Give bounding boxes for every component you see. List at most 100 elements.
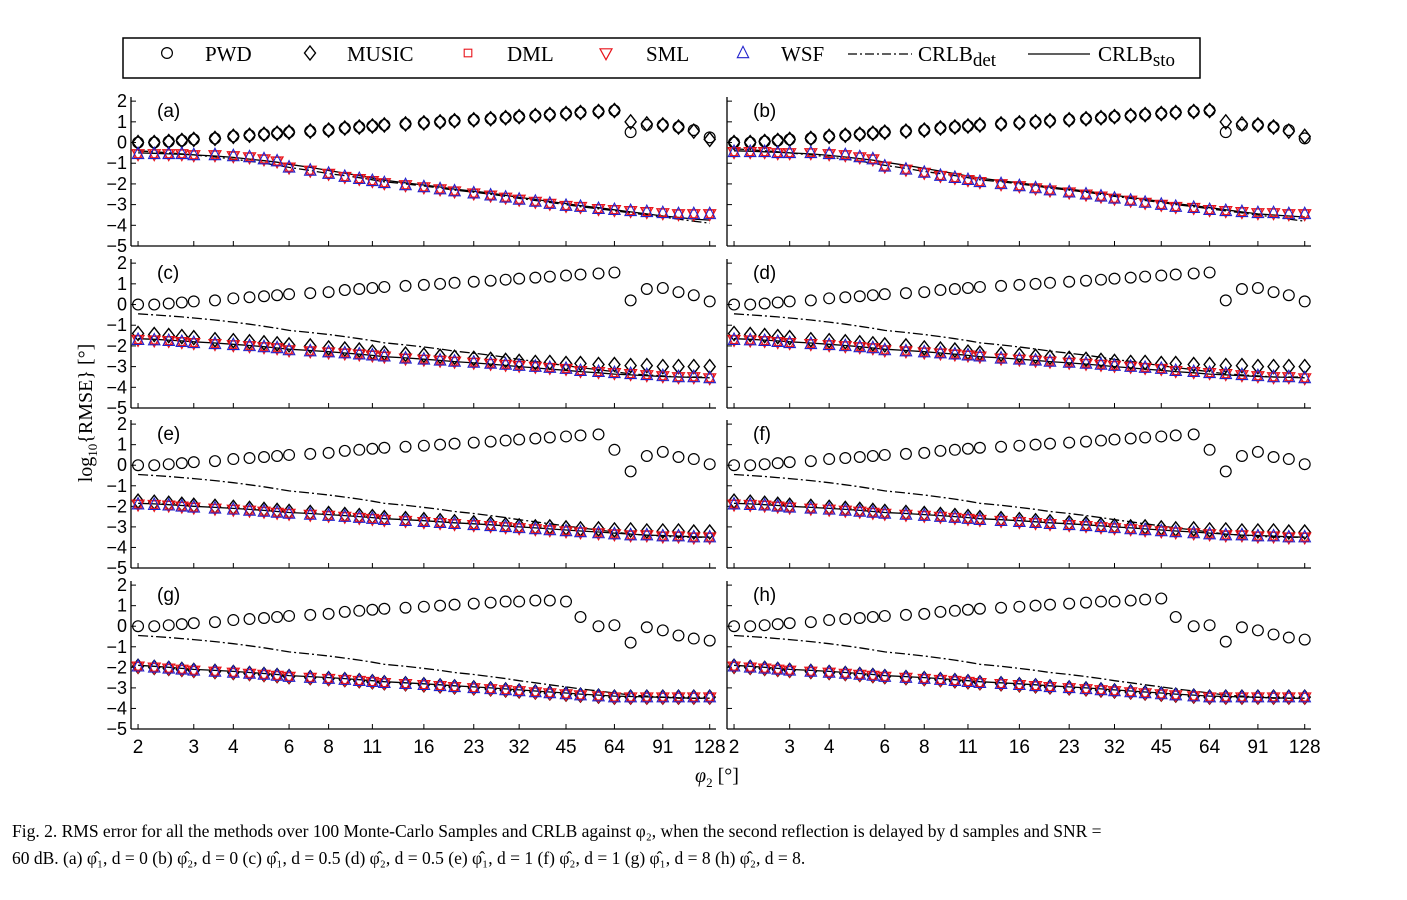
data-point-sml [960, 174, 975, 188]
data-point-wsf [187, 334, 201, 349]
data-point-wsf [591, 688, 606, 702]
data-point-pwd [1094, 434, 1107, 447]
data-point-pwd [1203, 266, 1216, 279]
data-point-sml [743, 499, 758, 513]
data-point-pwd [918, 607, 931, 620]
data-point-pwd [175, 134, 188, 147]
data-point-sml [377, 351, 392, 365]
data-point-wsf [226, 336, 240, 351]
data-point-pwd [1139, 593, 1152, 606]
data-point-music [352, 341, 366, 359]
data-point-sml [865, 343, 880, 356]
data-point-pwd [592, 267, 605, 280]
data-point-pwd [1013, 600, 1026, 613]
data-point-wsf [624, 527, 638, 541]
data-point-wsf [822, 336, 836, 351]
data-point-pwd [866, 449, 879, 462]
y-tick-label: −4 [106, 698, 127, 718]
data-point-wsf [1012, 178, 1026, 192]
data-point-pwd [304, 287, 317, 300]
data-point-wsf [543, 195, 557, 209]
data-point-wsf [573, 198, 588, 212]
data-point-music [338, 119, 352, 137]
data-point-sml [131, 661, 146, 675]
data-point-music [499, 352, 513, 369]
data-point-wsf [1235, 366, 1249, 381]
data-point-music [243, 127, 256, 144]
data-point-pwd [257, 451, 270, 464]
data-point-pwd [878, 609, 891, 622]
series-dml [729, 661, 1310, 702]
legend-item-pwd: PWD [161, 42, 252, 66]
legend-marker-circle [161, 46, 174, 59]
data-point-wsf [671, 369, 686, 383]
data-point-wsf [398, 350, 413, 364]
data-point-sml [207, 666, 222, 680]
data-point-sml [147, 662, 162, 676]
data-point-sml [303, 509, 318, 523]
data-point-sml [242, 668, 257, 682]
data-point-music [672, 358, 685, 375]
data-point-wsf [528, 684, 542, 698]
data-point-wsf [878, 158, 892, 172]
data-point-pwd [1298, 458, 1311, 471]
data-point-sml [1202, 529, 1217, 543]
data-point-wsf [1154, 196, 1168, 210]
data-point-wsf [282, 342, 296, 356]
data-point-pwd [961, 603, 974, 616]
data-point-wsf [1235, 689, 1249, 703]
data-point-sml [242, 341, 257, 354]
data-point-pwd [783, 133, 796, 146]
data-point-wsf [447, 515, 462, 530]
data-point-music [866, 335, 880, 352]
data-point-wsf [322, 344, 336, 358]
data-point-wsf [303, 506, 317, 520]
data-point-pwd [1267, 451, 1280, 464]
data-point-wsf [175, 661, 189, 675]
data-point-sml [917, 347, 932, 361]
series-wsf [727, 331, 1312, 384]
data-point-wsf [303, 669, 317, 683]
data-point-wsf [727, 331, 741, 345]
data-point-wsf [573, 362, 588, 377]
data-point-sml [377, 677, 392, 691]
data-point-wsf [1187, 525, 1201, 539]
data-point-pwd [823, 453, 836, 466]
data-point-pwd [608, 104, 621, 117]
data-point-wsf [352, 346, 366, 360]
data-point-sml [947, 172, 962, 186]
data-point-pwd [1063, 275, 1076, 288]
data-point-wsf [573, 524, 588, 538]
data-point-wsf [1282, 369, 1296, 383]
series-music [727, 325, 1312, 375]
y-tick-label: −5 [106, 398, 127, 418]
data-point-music [771, 132, 785, 149]
data-point-wsf [303, 162, 317, 176]
data-point-sml [1062, 357, 1077, 371]
data-point-wsf [866, 504, 880, 518]
data-point-pwd [227, 292, 240, 305]
data-point-pwd [560, 107, 573, 120]
data-point-sml [256, 154, 272, 168]
data-point-sml [377, 178, 392, 191]
series-music [131, 493, 717, 541]
data-point-sml [558, 363, 574, 377]
data-point-pwd [187, 133, 200, 146]
data-point-music [187, 329, 201, 346]
data-point-pwd [417, 278, 430, 291]
data-point-sml [972, 351, 987, 365]
data-point-pwd [1235, 449, 1248, 462]
data-point-pwd [866, 289, 879, 302]
data-point-music [1219, 113, 1233, 130]
data-point-sml [174, 501, 189, 515]
data-point-pwd [560, 269, 573, 282]
data-point-wsf [365, 673, 379, 687]
data-point-pwd [783, 456, 796, 469]
data-point-sml [186, 150, 201, 163]
data-point-pwd [560, 430, 573, 443]
series-pwd [728, 104, 1311, 149]
series-pwd [728, 428, 1311, 478]
data-point-wsf [994, 512, 1008, 526]
data-point-pwd [227, 130, 240, 143]
data-point-wsf [417, 179, 431, 193]
